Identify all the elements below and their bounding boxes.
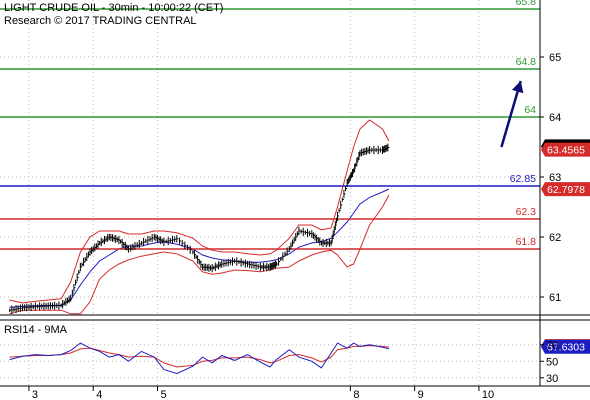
rsi-line <box>9 342 390 375</box>
rsi-tag-label: 67.6303 <box>547 342 585 354</box>
price-tag-bg <box>541 142 590 157</box>
projection-arrow-head <box>511 81 524 94</box>
rsi-ma-line <box>9 345 389 368</box>
level-label: 62.85 <box>510 173 536 185</box>
level-label: 64.8 <box>516 56 537 68</box>
y-tick-label: 61 <box>549 292 561 304</box>
price-tag-label: 62.7978 <box>547 184 585 196</box>
price-tag-label: 63.4565 <box>547 145 585 157</box>
y-tick-label: 62 <box>549 232 561 244</box>
projection-arrow <box>500 80 522 148</box>
x-tick-label: 5 <box>161 389 167 400</box>
y-tick-label: 64 <box>549 112 561 124</box>
chart-subtitle: Research © 2017 TRADING CENTRAL <box>4 15 197 27</box>
grid-layer <box>0 0 540 386</box>
x-tick-label: 10 <box>482 389 494 400</box>
rsi-y-tick-label: 50 <box>546 356 558 368</box>
y-tick-label: 65 <box>549 52 561 64</box>
x-tick-label: 9 <box>418 389 424 400</box>
bollinger-bands <box>9 119 390 315</box>
rsi-y-tick-label: 30 <box>546 373 558 385</box>
price-tag-bg <box>541 182 590 197</box>
level-label: 61.8 <box>516 236 537 248</box>
chart-title: LIGHT CRUDE OIL - 30min - 10:00:22 (CET) <box>4 2 224 14</box>
x-tick-label: 3 <box>32 389 38 400</box>
bollinger-lower-line <box>9 194 390 315</box>
price-series <box>9 80 524 375</box>
rsi-title: RSI14 - 9MA <box>4 324 68 336</box>
x-tick-label: 4 <box>96 389 102 400</box>
x-tick-label: 8 <box>353 389 359 400</box>
y-tick-label: 63 <box>549 172 561 184</box>
support-resistance-levels: 65.8 64.8 64 62.85 62.3 61.8 <box>0 0 540 250</box>
rsi-y-tick-label: 70 <box>546 340 558 352</box>
level-label: 62.3 <box>516 206 537 218</box>
moving-average-line <box>9 188 390 308</box>
bollinger-upper-line <box>9 119 390 304</box>
level-label: 64 <box>524 104 536 116</box>
rsi-tag-bg <box>541 339 590 354</box>
level-label: 65.8 <box>516 0 537 8</box>
